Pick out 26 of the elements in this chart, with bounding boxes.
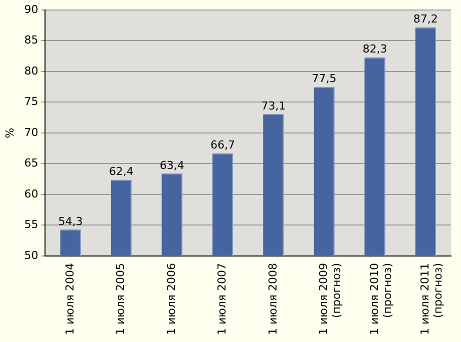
y-tick-label: 80 — [24, 64, 38, 78]
data-label: 77,5 — [312, 72, 336, 86]
y-tick-label: 70 — [24, 126, 38, 139]
y-tick-label: 75 — [24, 95, 38, 108]
data-label: 63,4 — [160, 158, 184, 172]
y-tick-label: 90 — [24, 2, 38, 16]
x-tick-label: 1 июля 2007 — [216, 262, 229, 336]
y-tick-label: 55 — [24, 218, 38, 232]
x-tick-label: 1 июля 2004 — [63, 262, 76, 336]
data-label: 87,2 — [413, 12, 438, 26]
data-label: 73,1 — [261, 99, 286, 112]
y-tick-label: 65 — [24, 156, 38, 170]
y-tick-label: 60 — [24, 187, 38, 200]
data-label: 66,7 — [210, 138, 235, 152]
x-tick-label: 1 июля 2009 (прогноз) — [317, 262, 344, 336]
data-label: 82,3 — [362, 42, 388, 56]
y-tick-label: 85 — [24, 34, 38, 47]
x-tick-label: 1 июля 2011 (прогноз) — [418, 262, 445, 336]
x-tick-label: 1 июля 2006 — [164, 262, 178, 336]
x-tick-label: 1 июля 2010 (прогноз) — [368, 262, 394, 336]
data-label: 62,4 — [109, 165, 134, 178]
x-tick-label: 1 июля 2008 — [266, 262, 280, 336]
x-tick-label: 1 июля 2005 — [114, 262, 128, 336]
y-tick-label: 50 — [24, 248, 38, 262]
y-axis-title: % — [3, 128, 16, 138]
data-label: 54,3 — [58, 214, 83, 228]
